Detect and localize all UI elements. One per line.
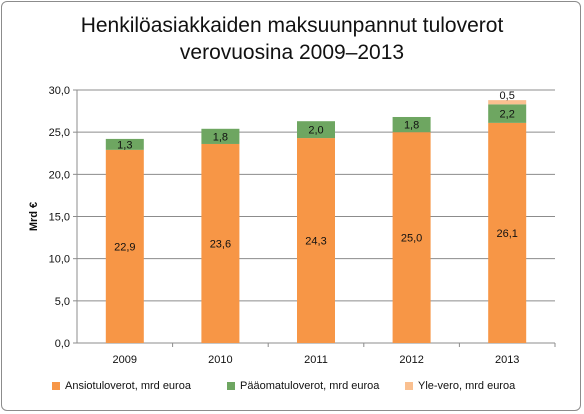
legend-item: Ansiotuloverot, mrd euroa — [52, 380, 191, 392]
x-tick-label: 2013 — [495, 354, 519, 366]
data-label: 1,8 — [213, 131, 228, 143]
data-label: 2,0 — [308, 125, 323, 137]
x-tick-label: 2012 — [399, 354, 423, 366]
bar-segment — [105, 138, 144, 150]
bar-segment — [392, 116, 431, 133]
legend-item: Yle-vero, mrd euroa — [405, 380, 515, 392]
legend-swatch — [405, 382, 413, 390]
y-axis-label: Mrd € — [28, 202, 40, 231]
chart-legend: Ansiotuloverot, mrd euroa Pääomatuloverot… — [0, 380, 584, 396]
legend-label: Pääomatuloverot, mrd euroa — [240, 380, 380, 392]
bar-segment — [488, 100, 527, 105]
y-tick-label: 15,0 — [49, 212, 70, 224]
y-tick-label: 20,0 — [49, 169, 70, 181]
data-label: 26,1 — [496, 228, 517, 240]
y-tick-label: 0,0 — [55, 338, 70, 350]
chart-title-line-1: Henkilöasiakkaiden maksuunpannut tulover… — [80, 14, 504, 37]
bar-segment — [297, 121, 335, 139]
bar-segment — [201, 143, 240, 343]
legend-swatch — [227, 382, 235, 390]
bar-segment — [201, 128, 240, 144]
y-tick-label: 30,0 — [49, 85, 70, 97]
y-tick-label: 25,0 — [49, 127, 70, 139]
bar-segment — [488, 104, 527, 123]
data-label: 2,2 — [500, 109, 515, 121]
chart-title-line-2: verovuosina 2009–2013 — [179, 41, 405, 64]
data-label: 1,8 — [404, 120, 419, 132]
data-label: 23,6 — [210, 238, 231, 250]
x-tick-label: 2009 — [113, 354, 137, 366]
bar-segment — [297, 138, 335, 343]
y-tick-label: 5,0 — [55, 296, 70, 308]
x-tick-label: 2010 — [208, 354, 232, 366]
legend-label: Ansiotuloverot, mrd euroa — [65, 380, 191, 392]
legend-swatch — [52, 382, 60, 390]
legend-label: Yle-vero, mrd euroa — [418, 380, 516, 392]
x-tick-label: 2011 — [304, 354, 328, 366]
data-label: 25,0 — [401, 233, 422, 245]
bar-segment — [392, 132, 431, 343]
data-label: 1,3 — [117, 139, 132, 151]
data-label: 24,3 — [305, 236, 326, 248]
legend-item: Pääomatuloverot, mrd euroa — [227, 380, 379, 392]
data-label: 22,9 — [114, 241, 135, 253]
bar-segment — [488, 122, 527, 343]
chart-title: Henkilöasiakkaiden maksuunpannut tulover… — [0, 12, 584, 66]
y-tick-label: 10,0 — [49, 254, 70, 266]
bar-segment — [105, 149, 144, 343]
data-label: 0,5 — [500, 90, 515, 102]
